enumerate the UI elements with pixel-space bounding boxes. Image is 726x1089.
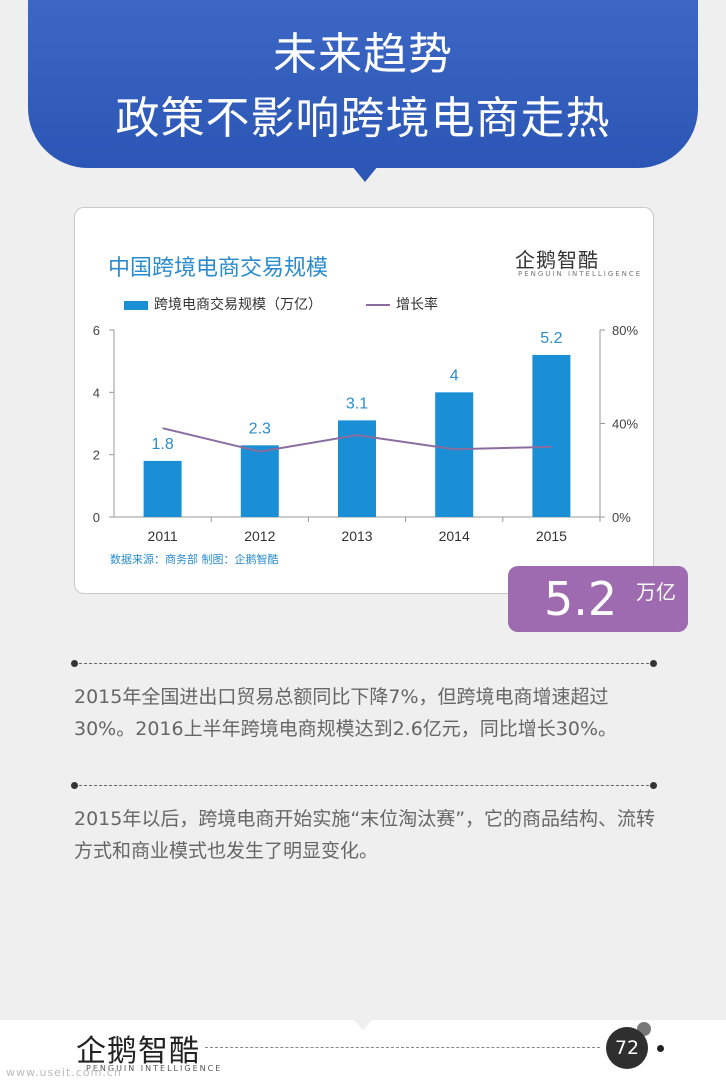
- legend-line-entry: 增长率: [366, 294, 438, 314]
- watermark: www.useit.com.cn: [6, 1066, 122, 1079]
- y-right-tick-label: 40%: [612, 417, 638, 432]
- bar: [435, 392, 474, 517]
- footer: [0, 1020, 726, 1089]
- x-tick-label: 2012: [244, 528, 275, 544]
- decor-dot-black: [657, 1045, 664, 1052]
- paragraph-1: 2015年全国进出口贸易总额同比下降7%，但跨境电商增速超过30%。2016上半…: [74, 686, 618, 740]
- chart-logo: 企鹅智酷: [515, 248, 599, 272]
- legend-line-label: 增长率: [396, 297, 438, 313]
- bar-data-label: 4: [450, 367, 459, 384]
- bar: [143, 460, 182, 517]
- y-left-tick-label: 0: [93, 510, 100, 525]
- x-tick-label: 2011: [148, 528, 178, 544]
- paragraph-2: 2015年以后，跨境电商开始实施“末位淘汰赛”，它的商品结构、流转方式和商业模式…: [74, 808, 656, 862]
- y-right-tick-label: 80%: [612, 323, 638, 338]
- x-tick-label: 2013: [341, 528, 372, 544]
- y-left-tick-label: 2: [93, 448, 100, 463]
- chart-source: 数据来源：商务部 制图：企鹅智酷: [110, 553, 279, 566]
- page-title-line2: 政策不影响跨境电商走热: [115, 93, 611, 144]
- bar: [532, 354, 571, 517]
- footer-logo-subtitle: PENGUIN INTELLIGENCE: [86, 1064, 223, 1073]
- header-banner: 未来趋势 政策不影响跨境电商走热: [28, 0, 698, 168]
- bar-data-label: 2.3: [249, 420, 271, 437]
- y-left-tick-label: 4: [93, 385, 100, 400]
- page-title-line1: 未来趋势: [273, 29, 453, 80]
- growth-rate-line: [162, 427, 552, 453]
- bar-data-label: 3.1: [346, 395, 368, 412]
- divider-top: [71, 660, 657, 667]
- footer-notch: [354, 1020, 372, 1030]
- y-right-tick-label: 0%: [612, 510, 631, 525]
- legend-bar-entry: 跨境电商交易规模（万亿）: [124, 294, 322, 314]
- page-number: 72: [606, 1027, 648, 1069]
- y-left-tick-label: 6: [93, 323, 100, 338]
- chart-plot: 0 2 4 6 0% 40% 80% 1.8 2011 2.3 2012 3.1 2013 4 2014 5.…: [93, 323, 639, 544]
- legend-bar-swatch: [124, 300, 148, 310]
- callout-value: 5.2: [544, 572, 618, 626]
- x-tick-label: 2015: [536, 528, 567, 544]
- footer-dashed-line: [205, 1047, 600, 1048]
- chart-logo-subtitle: PENGUIN INTELLIGENCE: [518, 270, 643, 278]
- legend-bar-label: 跨境电商交易规模（万亿）: [154, 297, 322, 313]
- x-tick-label: 2014: [439, 528, 470, 544]
- bar: [240, 445, 279, 517]
- legend-line-swatch: [366, 304, 390, 306]
- bar-data-label: 1.8: [151, 436, 173, 453]
- bar-data-label: 5.2: [540, 330, 562, 347]
- divider-middle: [71, 782, 657, 789]
- chart-title: 中国跨境电商交易规模: [108, 256, 329, 281]
- footer-logo: 企鹅智酷: [76, 1034, 200, 1069]
- highlight-callout: 5.2 万亿: [508, 566, 688, 632]
- banner-pointer: [352, 166, 378, 182]
- callout-unit: 万亿: [636, 580, 676, 604]
